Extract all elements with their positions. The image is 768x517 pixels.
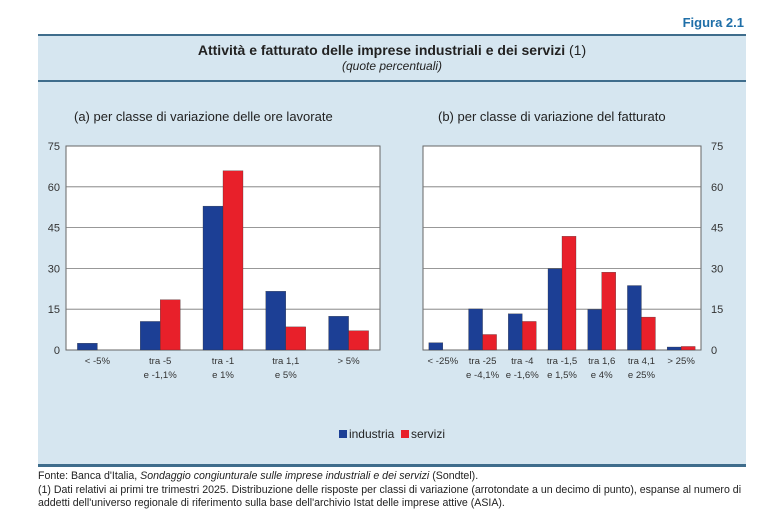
panel-b-title: (b) per classe di variazione del fattura… xyxy=(438,109,666,124)
legend-label-servizi: servizi xyxy=(411,427,446,441)
y-tick-label: 15 xyxy=(711,304,723,316)
footnote: (1) Dati relativi ai primi tre trimestri… xyxy=(38,483,742,510)
figure-subtitle: (quote percentuali) xyxy=(341,59,443,73)
legend-swatch-industria xyxy=(338,430,347,438)
x-tick-label: > 5% xyxy=(338,356,361,367)
bar-servizi xyxy=(348,330,369,351)
y-tick-label: 75 xyxy=(711,141,723,153)
source-line: Fonte: Banca d'Italia, Sondaggio congiun… xyxy=(38,470,750,484)
footer: Fonte: Banca d'Italia, Sondaggio congiun… xyxy=(38,470,750,511)
bar-industria xyxy=(508,313,523,351)
bar-industria xyxy=(140,321,161,351)
bar-industria xyxy=(428,342,444,351)
y-tick-label: 30 xyxy=(48,263,60,275)
x-tick-label: tra -1 xyxy=(212,356,234,367)
bar-servizi xyxy=(285,326,306,351)
bar-servizi xyxy=(222,170,244,351)
y-tick-label: 30 xyxy=(711,263,723,275)
bar-industria xyxy=(547,268,563,351)
bar-servizi xyxy=(482,334,497,351)
bar-industria xyxy=(627,285,642,351)
bar-industria xyxy=(587,309,602,351)
bar-servizi xyxy=(522,321,537,351)
source-title: Sondaggio congiunturale sulle imprese in… xyxy=(140,470,430,482)
x-tick-label: tra -4 xyxy=(511,356,534,367)
bar-industria xyxy=(666,346,682,351)
legend: industria servizi xyxy=(38,427,746,441)
x-tick-label: e 1,5% xyxy=(547,370,577,381)
y-tick-label: 45 xyxy=(48,223,60,235)
y-tick-label: 60 xyxy=(48,182,60,194)
x-tick-label: e 4% xyxy=(591,370,613,381)
figure-box: Attività e fatturato delle imprese indus… xyxy=(38,34,746,467)
x-tick-label: tra 1,6 xyxy=(588,356,615,367)
y-tick-label: 60 xyxy=(711,182,723,194)
y-tick-label: 15 xyxy=(48,304,60,316)
legend-label-industria: industria xyxy=(348,427,395,441)
y-tick-label: 75 xyxy=(48,141,60,153)
bar-servizi xyxy=(641,316,656,351)
y-tick-label: 45 xyxy=(711,223,723,235)
bar-industria xyxy=(328,316,349,351)
bar-servizi xyxy=(160,299,181,351)
x-tick-label: e 5% xyxy=(275,370,297,381)
figure-title: Attività e fatturato delle imprese indus… xyxy=(38,42,746,58)
title-note: (1) xyxy=(569,42,587,58)
x-tick-label: e -1,6% xyxy=(506,370,540,381)
x-tick-label: e -4,1% xyxy=(466,370,500,381)
x-tick-label: tra 4,1 xyxy=(628,356,655,367)
bar-industria xyxy=(468,308,483,351)
x-tick-label: < -25% xyxy=(428,356,459,367)
bar-servizi xyxy=(561,236,577,351)
bar-servizi xyxy=(680,346,696,351)
y-tick-label: 0 xyxy=(711,345,717,357)
x-tick-label: e 1% xyxy=(212,370,234,381)
title-text: Attività e fatturato delle imprese indus… xyxy=(197,42,566,58)
source-prefix: Fonte: Banca d'Italia, xyxy=(38,470,141,482)
x-tick-label: e 25% xyxy=(628,370,656,381)
x-tick-label: tra 1,1 xyxy=(272,356,299,367)
x-tick-label: e -1,1% xyxy=(144,370,178,381)
bar-industria xyxy=(202,205,224,351)
x-tick-label: tra -1,5 xyxy=(547,356,577,367)
x-tick-label: < -5% xyxy=(85,356,111,367)
figure-label: Figura 2.1 xyxy=(682,15,744,30)
bar-industria xyxy=(77,343,98,351)
x-tick-label: > 25% xyxy=(667,356,695,367)
legend-swatch-servizi xyxy=(401,430,409,438)
panel-a-title: (a) per classe di variazione delle ore l… xyxy=(74,109,333,124)
x-tick-label: tra -25 xyxy=(469,356,497,367)
bar-servizi xyxy=(601,272,616,351)
bar-industria xyxy=(265,291,286,351)
x-tick-label: tra -5 xyxy=(149,356,171,367)
charts-svg: 0 15 30 45 60 75 < -5% tra -5 e -1,1% tra -1 e 1% t… xyxy=(48,141,724,381)
figure-header: Attività e fatturato delle imprese indus… xyxy=(38,36,746,82)
y-tick-label: 0 xyxy=(54,345,60,357)
source-suffix: (Sondtel). xyxy=(429,470,479,482)
